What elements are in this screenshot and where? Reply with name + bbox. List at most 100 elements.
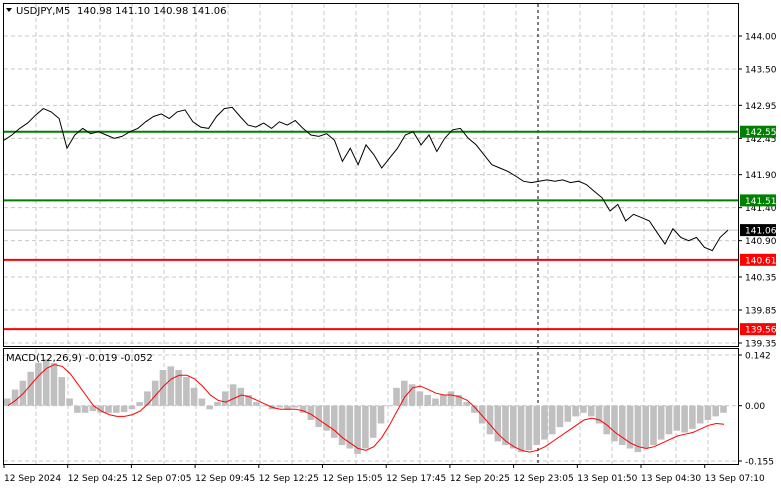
price-axis-label: 141.40 (745, 204, 777, 214)
macd-histogram-bar (369, 405, 377, 438)
macd-histogram-bar (595, 405, 603, 424)
price-axis-label: 139.85 (745, 306, 777, 316)
symbol-label: USDJPY,M5 (16, 6, 70, 17)
level-tag-label: 139.56 (745, 326, 777, 336)
macd-histogram-bar (206, 405, 213, 410)
level-tag (740, 125, 776, 138)
macd-histogram-bar (486, 405, 494, 435)
level-tag-label: 140.61 (745, 256, 777, 266)
macd-histogram-bar (689, 405, 696, 429)
macd-axis-label: -0.155 (745, 458, 774, 468)
time-axis-label: 12 Sep 15:05 (323, 474, 383, 484)
macd-histogram-bar (432, 398, 439, 406)
macd-histogram-bar (338, 405, 346, 445)
time-axis: 12 Sep 2024 12 Sep 04:25 12 Sep 07:05 12 Se… (3, 464, 765, 484)
macd-histogram-bar (214, 402, 221, 406)
ohlc-readout: 140.98 141.10 140.98 141.06 (77, 6, 227, 17)
macd-histogram-bar (27, 371, 34, 406)
macd-histogram-bar (331, 405, 338, 438)
macd-histogram-bar (167, 366, 175, 406)
level-tag (740, 194, 776, 207)
time-axis-label: 12 Sep 04:25 (68, 474, 128, 484)
price-line (3, 106, 729, 252)
macd-histogram-bar (175, 370, 182, 406)
macd-histogram-bar (260, 405, 268, 407)
macd-histogram-bar (35, 362, 42, 406)
macd-histogram-bar (712, 405, 719, 417)
macd-histogram-bar (307, 405, 315, 420)
macd-histogram-bar (634, 405, 642, 453)
macd-histogram-bar (517, 405, 525, 453)
macd-histogram-bar (229, 384, 237, 406)
macd-histogram-bar (81, 405, 89, 413)
macd-histogram-bar (720, 405, 727, 413)
macd-histogram-bar (401, 380, 408, 406)
macd-histogram-bar (447, 391, 455, 406)
triangle-down-icon[interactable] (6, 8, 12, 12)
level-tag-label: 141.51 (745, 197, 777, 207)
current-price-label: 141.06 (745, 227, 777, 237)
macd-histogram-bar (642, 405, 649, 449)
macd-title: MACD(12,26,9) -0.019 -0.052 (6, 353, 153, 364)
macd-histogram-bar (58, 377, 66, 406)
macd-histogram-bar (681, 405, 688, 433)
time-axis-label: 12 Sep 20:25 (450, 474, 510, 484)
macd-histogram-bar (74, 405, 81, 413)
macd-histogram-bar (665, 405, 673, 435)
macd-histogram-bar (97, 405, 104, 413)
macd-histogram-bar (284, 405, 291, 410)
macd-histogram-bar (151, 380, 159, 406)
macd-histogram-bar (393, 387, 400, 406)
macd-histogram-bar (292, 405, 299, 408)
macd-histogram-bar (50, 362, 58, 406)
macd-histogram-bar (603, 405, 610, 435)
time-axis-label: 12 Sep 23:05 (514, 474, 574, 484)
macd-histogram-bar (245, 395, 252, 406)
macd-histogram-bar (533, 405, 540, 445)
macd-axis-label: 0.00 (745, 402, 765, 412)
price-axis-label: 143.50 (745, 66, 777, 76)
macd-histogram-bar (416, 391, 424, 406)
macd-histogram-bar (440, 395, 447, 406)
macd-histogram-bar (541, 405, 548, 440)
price-grid (4, 4, 738, 346)
macd-axis: 0.142 0.00 -0.155 (738, 352, 774, 468)
level-tag (740, 323, 776, 336)
price-axis-label: 142.95 (745, 102, 777, 112)
price-axis-label: 141.90 (745, 171, 777, 181)
macd-histogram-bar (704, 405, 712, 420)
macd-histogram-bar (564, 405, 572, 422)
support-resistance-levels (4, 130, 738, 331)
time-axis-label: 12 Sep 17:45 (386, 474, 446, 484)
macd-histogram-bar (580, 405, 587, 413)
macd-signal-line (7, 364, 725, 453)
macd-histogram-bar (11, 389, 19, 406)
macd-histogram-bar (299, 405, 307, 413)
macd-histogram-bar (478, 405, 486, 424)
macd-histogram-bar (354, 405, 361, 454)
macd-histogram-bar (105, 405, 112, 413)
time-axis-label: 12 Sep 09:45 (195, 474, 255, 484)
macd-histogram-bar (377, 405, 385, 424)
time-axis-label: 13 Sep 04:30 (641, 474, 701, 484)
macd-histogram-bar (525, 405, 533, 451)
macd-histogram-bar (222, 391, 229, 406)
macd-histogram-bar (315, 405, 322, 428)
macd-axis-label: 0.142 (745, 352, 771, 362)
level-tag-label: 142.55 (745, 128, 777, 138)
macd-histogram-bar (494, 405, 502, 442)
macd-histogram-bar (619, 405, 626, 445)
price-axis-label: 140.35 (745, 273, 777, 283)
macd-histogram-bar (455, 395, 463, 406)
price-axis-label: 140.90 (745, 237, 777, 247)
macd-histogram-bar (113, 405, 120, 413)
time-axis-label: 12 Sep 2024 (4, 474, 61, 484)
macd-histogram-bar (463, 402, 470, 406)
price-axis-label: 144.00 (745, 33, 777, 43)
macd-histogram-bar (159, 370, 167, 406)
macd-histogram-bar (556, 405, 564, 428)
macd-histogram (4, 359, 727, 454)
macd-histogram-bar (136, 402, 143, 406)
macd-histogram-bar (190, 387, 198, 406)
